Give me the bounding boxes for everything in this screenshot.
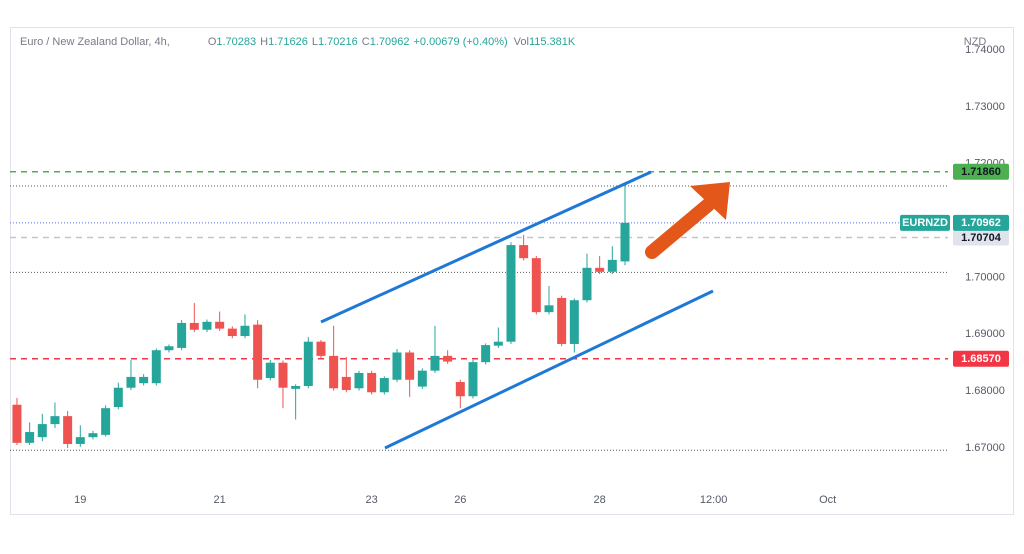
- candle-body: [164, 346, 174, 351]
- price-level-box: [953, 350, 1009, 367]
- price-level-label: 1.68570: [961, 353, 1001, 365]
- candle-body: [430, 355, 440, 371]
- ohlc-key: C: [362, 36, 370, 48]
- candle-body: [354, 372, 364, 389]
- candle-body: [506, 245, 516, 342]
- candle-body: [126, 376, 136, 388]
- candle-body: [557, 297, 567, 344]
- candle-body: [215, 321, 225, 329]
- trend-arrow: [645, 182, 730, 259]
- symbol-label: EURNZD: [902, 217, 948, 229]
- candle-body: [341, 376, 351, 390]
- candle-body: [468, 362, 478, 397]
- ohlc-value: 1.70962: [370, 36, 410, 48]
- candle-body: [101, 408, 111, 435]
- y-tick-label: 1.73000: [965, 101, 1005, 113]
- candle-body: [278, 362, 288, 388]
- candle-body: [493, 341, 503, 346]
- price-level-box: [953, 229, 1009, 246]
- candle-body: [151, 350, 161, 384]
- x-tick-label: 26: [454, 494, 466, 506]
- x-tick-label: 19: [74, 494, 86, 506]
- candle-body: [519, 245, 529, 259]
- chart-header: Euro / New Zealand Dollar, 4h, O1.70283 H1…: [20, 36, 576, 48]
- lower-trend-line: [384, 289, 714, 450]
- candle-body: [595, 267, 605, 272]
- symbol-box: [900, 214, 950, 231]
- price-level-label: 1.71860: [961, 166, 1001, 178]
- x-tick-label: 23: [366, 494, 378, 506]
- candle-body: [531, 258, 541, 313]
- candle-body: [265, 362, 275, 379]
- candle-body: [113, 387, 123, 408]
- y-tick-label: 1.74000: [965, 44, 1005, 56]
- candle-body: [50, 416, 60, 425]
- candle-body: [240, 325, 250, 337]
- candle-body: [202, 321, 212, 330]
- candle-body: [12, 404, 22, 443]
- currency-label: NZD: [964, 36, 987, 48]
- price-level-box: [953, 214, 1009, 231]
- candle-body: [329, 355, 339, 389]
- title: Euro / New Zealand Dollar, 4h,: [20, 36, 170, 48]
- arrow-shaft: [645, 198, 715, 259]
- volume-value: 115.381K: [529, 36, 576, 48]
- candle-body: [392, 352, 402, 380]
- price-level-label: 1.70704: [961, 232, 1002, 244]
- x-tick-label: 21: [214, 494, 226, 506]
- candle-body: [291, 386, 301, 389]
- candle-body: [620, 222, 630, 262]
- ohlc-key: H: [260, 36, 268, 48]
- x-tick-label: Oct: [819, 494, 836, 506]
- upper-trend-line: [320, 170, 652, 324]
- candle-body: [405, 352, 415, 380]
- x-tick-label: 12:00: [700, 494, 728, 506]
- candle-body: [139, 376, 149, 384]
- candle-body: [569, 300, 579, 344]
- y-tick-label: 1.70000: [965, 271, 1005, 283]
- candle-body: [443, 355, 453, 362]
- y-tick-label: 1.67000: [965, 442, 1005, 454]
- candle-body: [253, 324, 263, 380]
- candle-body: [481, 345, 491, 363]
- candle-body: [379, 378, 389, 393]
- ohlc-key: O: [208, 36, 217, 48]
- candle-body: [544, 305, 554, 313]
- ohlc-value: 1.70283: [216, 36, 256, 48]
- volume-key: Vol: [514, 36, 529, 48]
- ohlc-value: 1.71626: [268, 36, 308, 48]
- candle-body: [25, 432, 35, 443]
- candle-body: [177, 322, 187, 348]
- candle-body: [37, 424, 47, 438]
- price-level-label: 1.70962: [961, 217, 1001, 229]
- candle-body: [303, 341, 313, 387]
- price-level-box: [953, 163, 1009, 180]
- ohlc-value: 1.70216: [318, 36, 358, 48]
- ohlc-key: L: [312, 36, 318, 48]
- candle-body: [582, 267, 592, 301]
- y-tick-label: 1.69000: [965, 328, 1005, 340]
- arrow-head: [690, 182, 730, 220]
- candle-body: [367, 372, 377, 393]
- candle-body: [75, 437, 85, 444]
- candle-body: [455, 382, 465, 397]
- candle-body: [607, 259, 617, 272]
- candle-body: [316, 341, 326, 356]
- change: +0.00679 (+0.40%): [413, 36, 507, 48]
- candle-body: [88, 433, 98, 438]
- x-tick-label: 28: [594, 494, 606, 506]
- candle-body: [63, 416, 73, 444]
- candle-body: [189, 322, 199, 330]
- candle-body: [417, 370, 427, 387]
- y-tick-label: 1.68000: [965, 385, 1005, 397]
- candle-body: [227, 328, 237, 337]
